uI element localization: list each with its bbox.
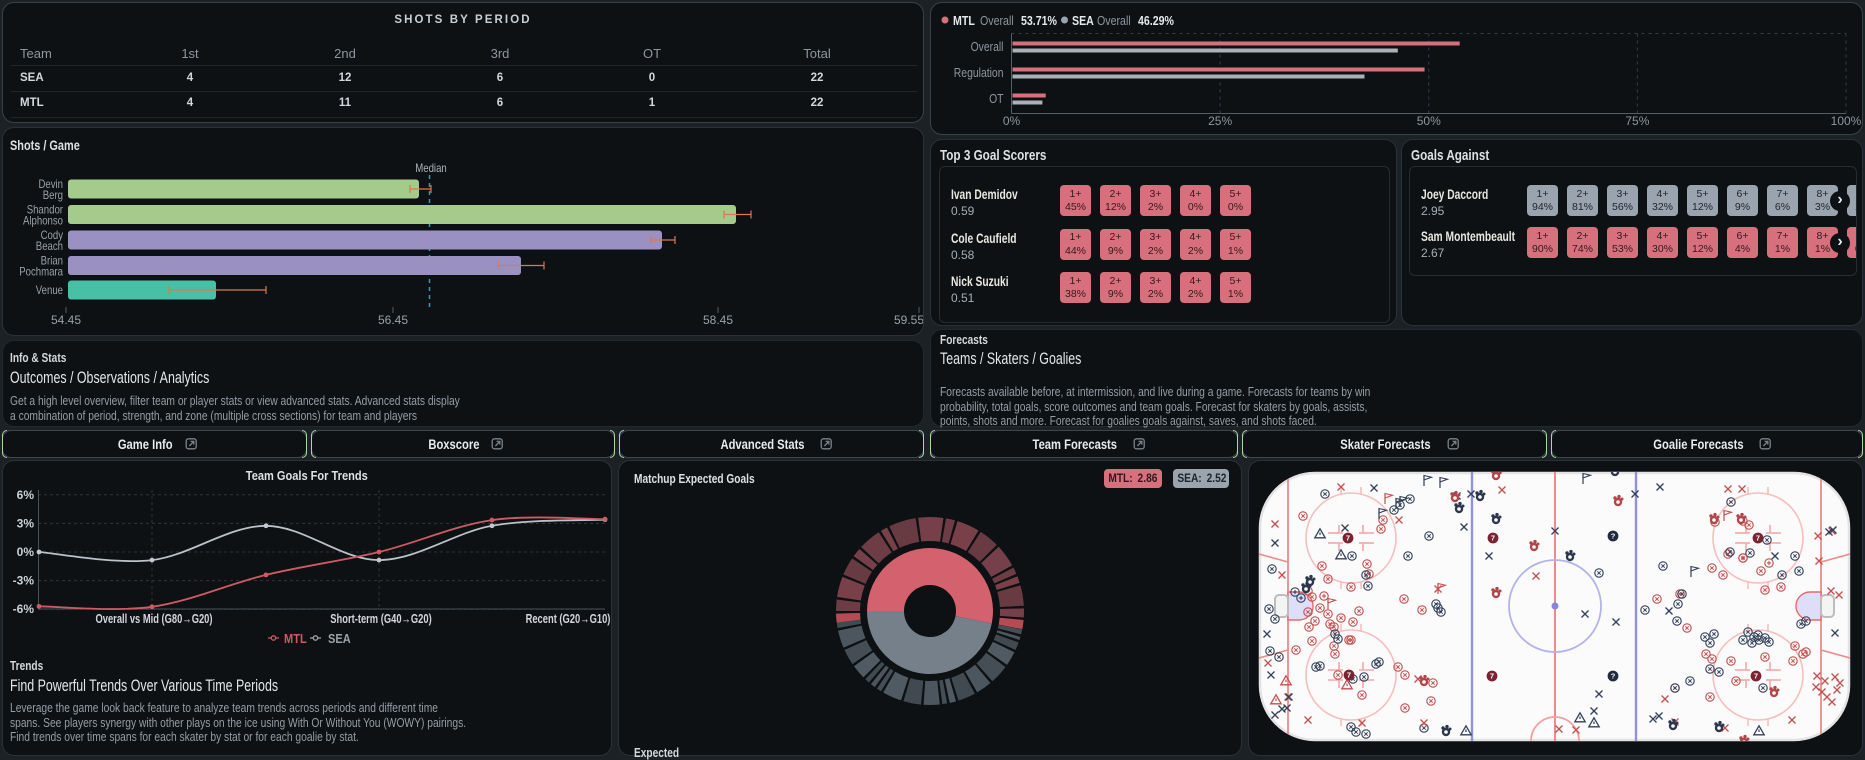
svg-text:56.45: 56.45: [378, 313, 408, 327]
svg-text:Short-term (G40→G20): Short-term (G40→G20): [330, 611, 431, 626]
svg-text:3%: 3%: [17, 516, 35, 530]
svg-text:7: 7: [1346, 534, 1350, 543]
svg-text:Overall: Overall: [1097, 14, 1131, 28]
svg-text:Overall: Overall: [971, 39, 1004, 54]
svg-text:7: 7: [1756, 534, 1760, 543]
svg-text:?: ?: [1611, 532, 1616, 541]
svg-text:75%: 75%: [1625, 114, 1649, 128]
svg-text:SEA: SEA: [328, 631, 351, 646]
svg-text:Regulation: Regulation: [954, 65, 1004, 80]
svg-text:7: 7: [1754, 672, 1758, 681]
svg-text:54.45: 54.45: [51, 313, 81, 327]
svg-text:Overall: Overall: [980, 14, 1014, 28]
svg-text:6%: 6%: [17, 488, 35, 502]
svg-text:46.29%: 46.29%: [1138, 14, 1174, 28]
svg-text:58.45: 58.45: [703, 313, 733, 327]
svg-text:OT: OT: [989, 91, 1003, 106]
svg-text:MTL: MTL: [284, 631, 307, 646]
svg-text:7: 7: [1490, 672, 1494, 681]
svg-text:SEA: SEA: [1072, 14, 1094, 28]
svg-text:7: 7: [1347, 671, 1351, 680]
svg-text:MTL: MTL: [953, 14, 975, 28]
svg-text:100%: 100%: [1831, 114, 1862, 128]
svg-text:Recent (G20→G10): Recent (G20→G10): [526, 611, 611, 626]
svg-text:-3%: -3%: [13, 574, 35, 588]
svg-text:0%: 0%: [1003, 114, 1021, 128]
svg-text:25%: 25%: [1208, 114, 1232, 128]
svg-text:Berg: Berg: [43, 188, 63, 202]
svg-text:Devin: Devin: [39, 177, 64, 191]
svg-text:7: 7: [1491, 534, 1495, 543]
svg-text:Alphonso: Alphonso: [23, 214, 63, 228]
svg-text:Overall vs Mid (G80→G20): Overall vs Mid (G80→G20): [96, 611, 213, 626]
svg-text:Venue: Venue: [36, 283, 63, 297]
svg-text:Shandor: Shandor: [27, 203, 63, 217]
svg-text:Median: Median: [415, 161, 447, 175]
svg-text:0%: 0%: [17, 545, 35, 559]
svg-text:-6%: -6%: [13, 602, 35, 616]
svg-text:Cody: Cody: [41, 228, 63, 242]
svg-text:53.71%: 53.71%: [1021, 14, 1057, 28]
svg-text:59.55: 59.55: [894, 313, 923, 327]
svg-text:Pochmara: Pochmara: [19, 265, 63, 279]
svg-text:Beach: Beach: [36, 239, 63, 253]
svg-text:50%: 50%: [1417, 114, 1441, 128]
svg-text:Brian: Brian: [41, 254, 63, 268]
svg-text:?: ?: [1611, 672, 1616, 681]
